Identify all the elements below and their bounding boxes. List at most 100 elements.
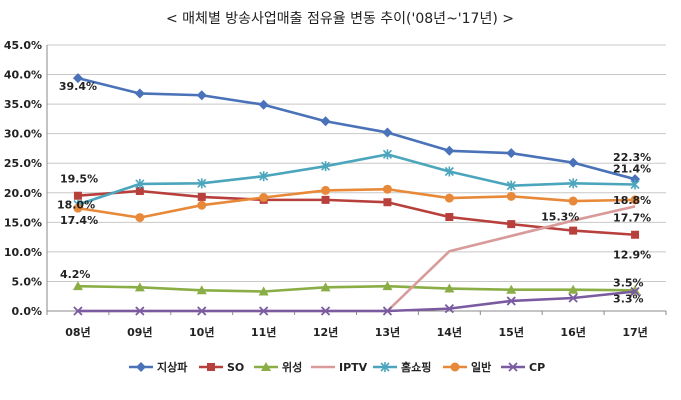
data-point (135, 306, 145, 316)
data-label: 4.2% (60, 268, 91, 281)
legend-marker (207, 363, 215, 371)
data-point (506, 148, 517, 159)
data-label: 22.3% (613, 151, 651, 164)
data-label: 17.7% (613, 211, 651, 224)
data-point (258, 99, 269, 110)
data-point (72, 281, 83, 291)
data-point (568, 157, 579, 168)
data-point (135, 213, 145, 223)
legend-label: 홈쇼핑 (401, 360, 431, 374)
data-point (506, 191, 516, 201)
x-tick-label: 14년 (437, 325, 462, 339)
data-point (259, 306, 269, 316)
data-point (568, 196, 578, 206)
data-point (134, 282, 145, 292)
y-tick-label: 25.0% (4, 157, 42, 170)
legend-item-지상파: 지상파 (129, 360, 188, 374)
legend-marker (261, 362, 271, 371)
data-label: 39.4% (59, 80, 97, 93)
data-point (72, 73, 83, 84)
series-일반 (73, 184, 640, 223)
axes: 0.0% 5.0% 10.0% 15.0% 20.0% 25.0% 30.0% 35.0% 40… (4, 39, 667, 339)
data-point (569, 226, 578, 235)
data-point (382, 149, 393, 160)
data-point (258, 286, 269, 296)
data-label: 21.4% (613, 163, 651, 176)
y-tick-label: 20.0% (4, 187, 42, 200)
data-point (197, 178, 207, 189)
data-point (135, 187, 144, 196)
legend-item-IPTV: IPTV (311, 361, 368, 374)
series-line (77, 187, 636, 219)
series-지상파 (72, 73, 641, 185)
data-point (631, 230, 640, 239)
legend-marker (380, 362, 390, 372)
data-label: 17.4% (60, 214, 98, 227)
data-point (444, 193, 454, 203)
data-labels: 39.4% 19.5% 18.0% 17.4% 4.2% 22.3%21.4% 18.8% 1… (57, 80, 651, 305)
x-tick-label: 15년 (499, 325, 524, 339)
data-point (568, 178, 578, 189)
y-tick-label: 40.0% (4, 69, 42, 82)
y-tick-label: 35.0% (4, 98, 42, 111)
data-point (382, 127, 393, 138)
series-lines (72, 73, 641, 316)
data-point (259, 193, 269, 203)
series-위성 (72, 281, 641, 296)
y-tick-label: 30.0% (4, 128, 42, 141)
data-label: 19.5% (60, 173, 98, 186)
data-point (630, 286, 640, 297)
chart-title: < 매체별 방송사업매출 점유율 변동 추이('08년~'17년) > (166, 11, 514, 27)
data-point (321, 185, 331, 195)
legend-label: 위성 (282, 360, 302, 374)
series-CP (73, 286, 640, 316)
data-label: 18.0% (57, 199, 95, 212)
legend-item-CP: CP (501, 361, 545, 374)
series-line (77, 76, 636, 181)
data-point (506, 284, 517, 294)
x-tick-label: 11년 (251, 325, 276, 339)
data-point (444, 283, 455, 293)
legend-item-일반: 일반 (443, 360, 491, 374)
data-point (135, 178, 145, 189)
data-point (444, 166, 454, 177)
data-point (383, 198, 392, 207)
y-tick-label: 5.0% (11, 275, 42, 288)
data-point (630, 179, 640, 190)
y-tick-label: 0.0% (11, 305, 42, 318)
data-point (321, 195, 330, 204)
x-tick-label: 08년 (65, 325, 90, 339)
data-label: 15.3% (541, 211, 579, 224)
legend-label: SO (227, 361, 244, 374)
data-point (73, 191, 82, 200)
series-line (77, 284, 636, 293)
series-line (77, 153, 636, 206)
data-point (444, 145, 455, 156)
data-point (197, 306, 207, 316)
data-point (134, 88, 145, 99)
data-label: 18.8% (613, 194, 651, 207)
y-tick-label: 45.0% (4, 39, 42, 52)
data-point (382, 184, 392, 194)
data-point (630, 195, 640, 205)
x-tick-label: 09년 (127, 325, 152, 339)
x-tick-label: 10년 (189, 325, 214, 339)
series-line (77, 290, 636, 313)
gridlines (47, 44, 666, 312)
data-point (259, 171, 269, 182)
data-point (506, 296, 516, 306)
data-point (197, 200, 207, 210)
data-point (568, 284, 579, 294)
data-label: 3.3% (613, 292, 644, 305)
legend-label: 지상파 (157, 360, 188, 374)
data-point (320, 116, 331, 127)
legend-item-위성: 위성 (254, 360, 302, 374)
legend-label: CP (529, 361, 545, 374)
data-point (197, 192, 206, 201)
data-point (73, 203, 83, 213)
data-point (320, 282, 331, 292)
x-tick-label: 16년 (560, 325, 585, 339)
legend: 지상파 SO 위성 IPTV 홈쇼핑 일반 CP (129, 360, 545, 374)
data-label: 3.5% (613, 276, 644, 289)
data-point (382, 306, 393, 316)
